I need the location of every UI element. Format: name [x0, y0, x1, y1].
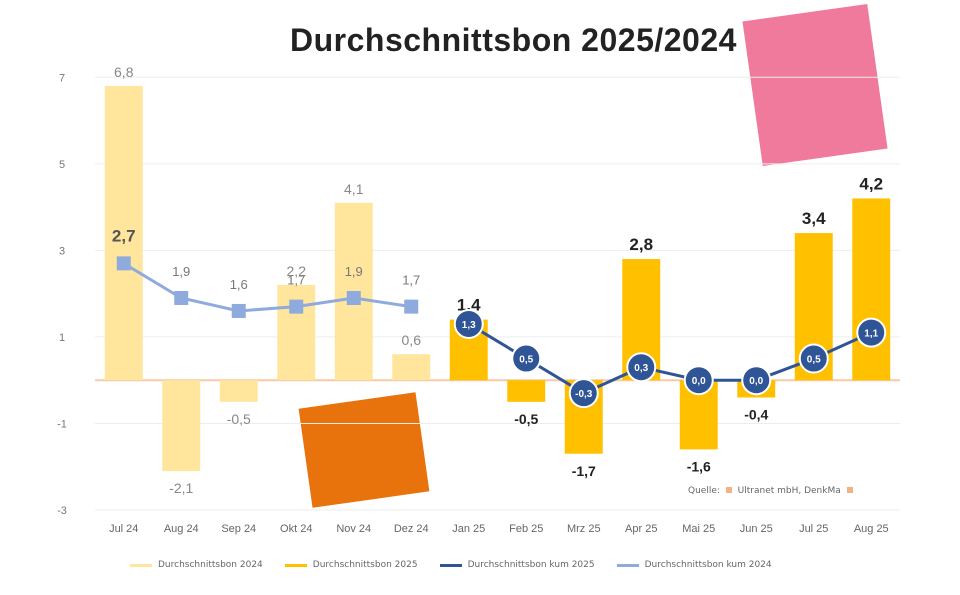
bar-data-label: 4,2 — [859, 174, 883, 193]
legend-label: Durchschnittsbon 2024 — [158, 560, 263, 570]
bar-data-label: 4,1 — [344, 181, 364, 197]
legend-item: Durchschnittsbon 2025 — [284, 560, 418, 570]
line-data-label: 0,0 — [749, 376, 763, 387]
line-data-label: -0,3 — [575, 389, 593, 400]
line-point — [568, 378, 599, 409]
line-point — [626, 352, 657, 383]
x-tick-label: Nov 24 — [336, 523, 371, 535]
y-tick-label: -1 — [57, 418, 67, 430]
line-point — [289, 299, 304, 314]
bar — [277, 285, 316, 381]
x-tick-label: Aug 25 — [854, 523, 889, 535]
y-tick-label: 3 — [59, 245, 65, 257]
bar-data-label: -1,7 — [572, 463, 596, 479]
bar-data-label: 2,8 — [629, 235, 653, 254]
x-tick-label: Jul 25 — [799, 523, 828, 535]
line-data-label: 1,3 — [462, 320, 476, 331]
y-tick-label: 1 — [59, 332, 65, 344]
line-data-label: 0,5 — [807, 355, 821, 366]
legend-label: Durchschnittsbon 2025 — [312, 560, 418, 570]
y-tick-label: 5 — [59, 159, 65, 171]
legend-label: Durchschnittsbon kum 2025 — [467, 560, 595, 570]
line-data-label: 1,9 — [172, 264, 190, 279]
bar — [392, 354, 431, 381]
legend-swatch — [284, 563, 307, 567]
line-point — [798, 343, 829, 374]
line-data-label: 0,0 — [692, 376, 706, 387]
bar-data-label: -0,4 — [744, 407, 768, 423]
legend-item: Durchschnittsbon kum 2025 — [439, 560, 595, 570]
line-data-label: 1,7 — [402, 273, 420, 288]
line-point — [856, 317, 887, 348]
line-point — [404, 299, 419, 314]
x-tick-label: Jun 25 — [740, 523, 773, 535]
legend-item: Durchschnittsbon kum 2024 — [616, 560, 772, 570]
x-tick-label: Aug 24 — [164, 523, 199, 535]
bar — [507, 380, 546, 402]
source-text: Ultranet mbH, DenkMa — [737, 486, 841, 496]
bar — [219, 380, 258, 402]
bar-data-label: 6,8 — [114, 64, 134, 80]
legend-item: Durchschnittsbon 2024 — [130, 560, 263, 570]
x-tick-label: Mrz 25 — [567, 523, 601, 535]
x-tick-label: Jul 24 — [109, 523, 138, 535]
chart-legend: Durchschnittsbon 2024 Durchschnittsbon 20… — [130, 560, 772, 570]
line-data-label: 1,7 — [287, 273, 305, 288]
source-dot-icon — [725, 487, 732, 493]
source-prefix: Quelle: — [688, 486, 720, 496]
legend-label: Durchschnittsbon kum 2024 — [644, 560, 772, 570]
bar-data-label: -0,5 — [227, 411, 251, 427]
x-tick-label: Apr 25 — [625, 523, 657, 535]
bar-data-label: -2,1 — [169, 480, 193, 496]
bar-data-label: 0,6 — [402, 332, 422, 348]
x-tick-label: Mai 25 — [682, 523, 715, 535]
x-tick-label: Feb 25 — [509, 523, 543, 535]
line-point — [231, 303, 246, 318]
bar — [104, 85, 143, 381]
bar-data-label: 1,4 — [457, 296, 481, 315]
chart-title: Durchschnittsbon 2025/2024 — [290, 22, 737, 58]
line-point — [741, 365, 772, 396]
line-point — [174, 290, 189, 305]
line-data-label: 1,1 — [864, 329, 878, 340]
bar — [852, 198, 891, 381]
line-point — [683, 365, 714, 396]
line-point — [511, 343, 542, 374]
bar-data-label: 3,4 — [802, 209, 826, 228]
legend-swatch — [130, 563, 152, 567]
line-point — [453, 308, 484, 339]
line-point — [346, 290, 361, 305]
x-tick-label: Okt 24 — [280, 523, 312, 535]
line-data-label: 1,6 — [230, 277, 248, 292]
line-data-label: 0,3 — [634, 363, 648, 374]
x-tick-label: Dez 24 — [394, 523, 429, 535]
y-tick-label: -3 — [57, 505, 67, 517]
line-data-label: 1,9 — [345, 264, 363, 279]
bar — [162, 380, 201, 472]
bar-data-label: -0,5 — [514, 411, 538, 427]
line-data-label: 2,7 — [112, 226, 136, 245]
series-line — [122, 262, 412, 313]
bar-data-label: -1,6 — [687, 458, 711, 474]
source-note: Quelle: Ultranet mbH, DenkMa — [688, 486, 856, 496]
legend-swatch — [616, 563, 639, 567]
source-dot-icon — [846, 487, 853, 493]
x-tick-label: Jan 25 — [452, 523, 485, 535]
line-data-label: 0,5 — [519, 355, 533, 366]
y-tick-label: 7 — [59, 72, 65, 84]
bar-data-label: 2,2 — [287, 263, 307, 279]
legend-swatch — [439, 563, 462, 567]
x-tick-label: Sep 24 — [221, 523, 256, 535]
line-point — [116, 256, 131, 271]
